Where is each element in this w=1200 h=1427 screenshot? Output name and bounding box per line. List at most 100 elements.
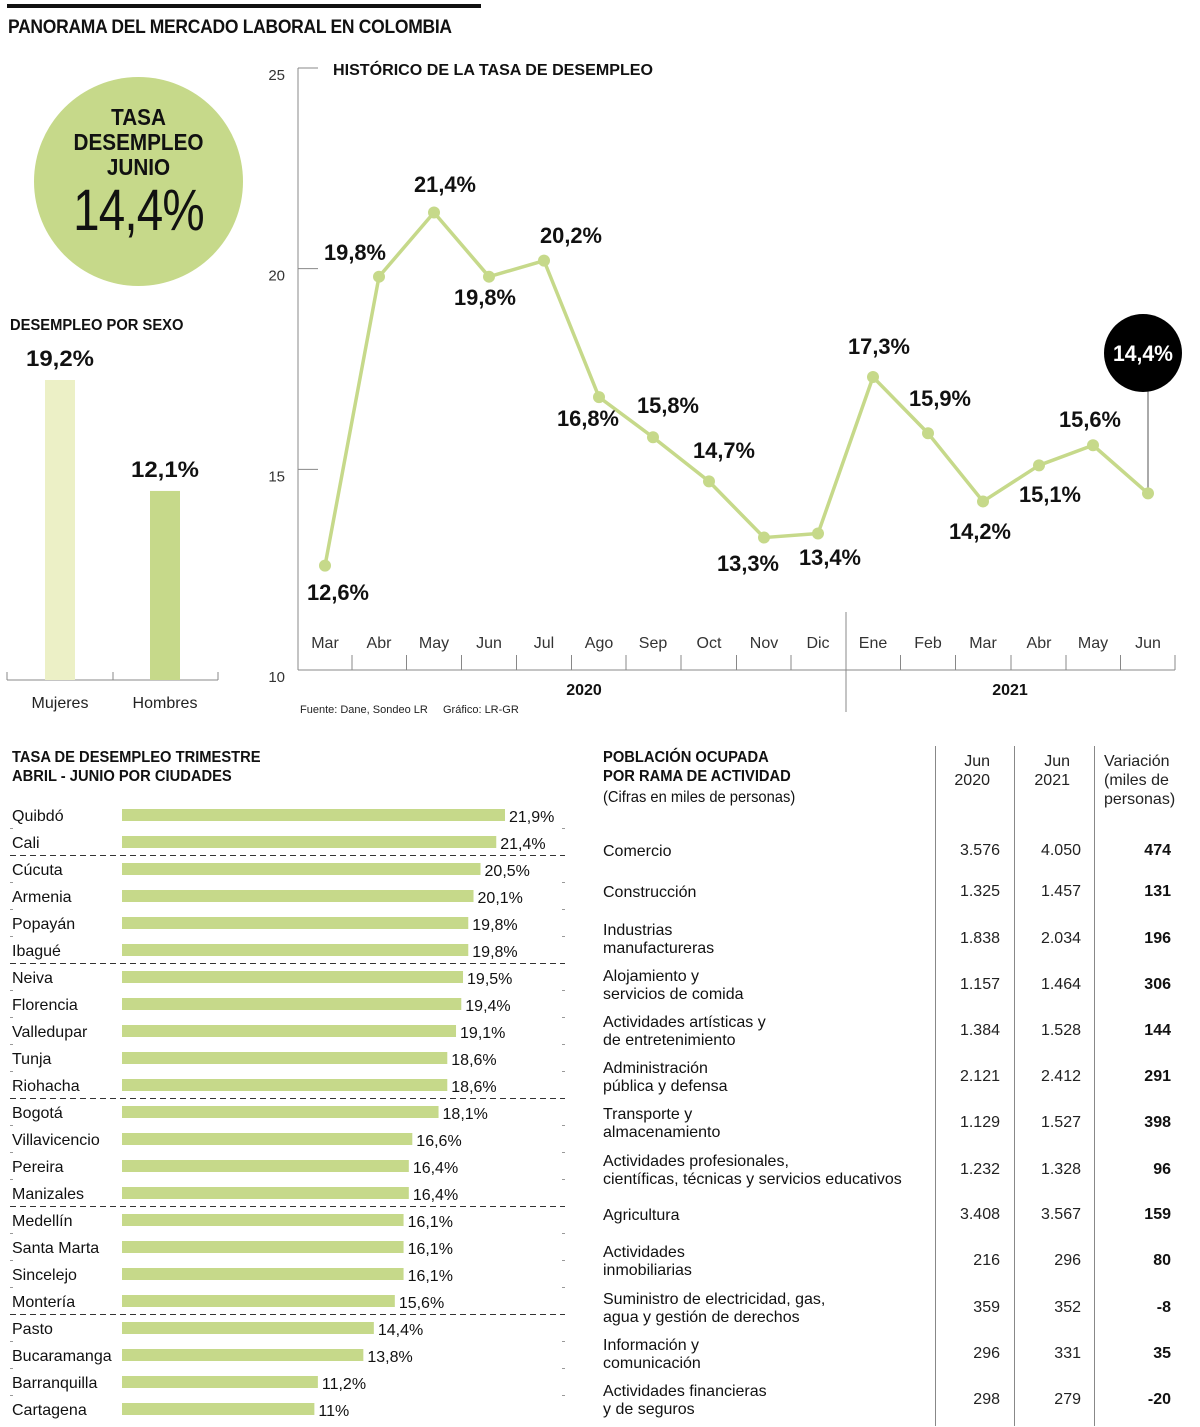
- sex-bar-chart: 19,2% Mujeres 12,1% Hombres: [6, 346, 219, 712]
- table-cell-jun2021: 296: [1054, 1252, 1081, 1269]
- x-tick-label: Jun: [476, 635, 502, 652]
- city-bar: [122, 944, 469, 956]
- y-tick-label: 25: [268, 67, 285, 84]
- x-tick-label: Ene: [859, 635, 888, 652]
- table-row-label: Suministro de electricidad, gas, agua y g…: [603, 1291, 933, 1327]
- page-title: PANORAMA DEL MERCADO LABORAL EN COLOMBIA: [8, 17, 452, 38]
- data-point: [922, 427, 934, 440]
- highlight-label: 14,4%: [1113, 341, 1173, 366]
- city-label: Florencia: [12, 997, 78, 1014]
- table-row-label-line: Comercio: [603, 843, 672, 860]
- city-label: Pasto: [12, 1321, 53, 1338]
- bar: [45, 380, 75, 680]
- data-label: 19,8%: [324, 240, 386, 265]
- city-label: Montería: [12, 1294, 75, 1311]
- column-header-line: Jun: [1044, 753, 1070, 770]
- x-tick-label: May: [1078, 635, 1108, 652]
- city-bar: [122, 1268, 404, 1280]
- y-tick-label: 20: [268, 268, 285, 285]
- x-tick-label: Feb: [914, 635, 942, 652]
- city-label: Bogotá: [12, 1105, 63, 1122]
- table-cell-variation: 131: [1144, 883, 1171, 900]
- city-value-label: 19,5%: [467, 971, 512, 988]
- city-bar: [122, 998, 462, 1010]
- city-value-label: 16,6%: [416, 1133, 461, 1150]
- city-bar: [122, 863, 481, 875]
- year-label: 2021: [992, 682, 1028, 699]
- city-value-label: 15,6%: [399, 1295, 444, 1312]
- x-tick-label: Abr: [367, 635, 393, 652]
- x-tick-label: Jun: [1135, 635, 1161, 652]
- city-label: Cali: [12, 835, 40, 852]
- city-label: Quibdó: [12, 808, 64, 825]
- kpi-label-line: TASA: [111, 104, 166, 130]
- table-row-label: Administración pública y defensa: [603, 1060, 933, 1096]
- city-label: Medellín: [12, 1213, 72, 1230]
- kpi-value: 14,4%: [73, 178, 205, 243]
- table-row-label: Comercio: [603, 843, 933, 861]
- kpi-label: TASA DESEMPLEO JUNIO: [44, 105, 232, 180]
- city-value-label: 18,6%: [451, 1079, 496, 1096]
- city-label: Neiva: [12, 970, 53, 987]
- table-cell-jun2021: 331: [1054, 1345, 1081, 1362]
- city-value-label: 19,8%: [472, 917, 517, 934]
- city-value-label: 11%: [318, 1403, 349, 1420]
- data-point: [428, 206, 440, 219]
- table-cell-variation: 196: [1144, 930, 1171, 947]
- data-point: [1087, 439, 1099, 452]
- column-header-line: personas): [1104, 791, 1176, 808]
- table-row-label: Actividades artísticas y de entretenimien…: [603, 1014, 933, 1050]
- column-header-jun2021: Jun 2021: [990, 752, 1070, 790]
- x-tick-label: Ago: [585, 635, 614, 652]
- column-header-line: 2020: [954, 772, 990, 789]
- city-value-label: 21,4%: [500, 836, 545, 853]
- city-label: Ibagué: [12, 943, 61, 960]
- y-tick-label: 15: [268, 468, 285, 485]
- year-label: 2020: [566, 682, 602, 699]
- city-value-label: 19,1%: [460, 1025, 505, 1042]
- table-cell-jun2021: 2.412: [1040, 1068, 1081, 1085]
- column-header-line: (miles de: [1104, 772, 1169, 789]
- data-label: 15,6%: [1059, 407, 1121, 432]
- city-value-label: 18,6%: [451, 1052, 496, 1069]
- table-row-label-line: de entretenimiento: [603, 1032, 736, 1049]
- x-tick-label: May: [419, 635, 449, 652]
- table-cell-jun2020: 1.157: [959, 976, 1000, 993]
- city-value-label: 16,4%: [413, 1160, 458, 1177]
- table-title: POBLACIÓN OCUPADA POR RAMA DE ACTIVIDAD: [603, 748, 791, 786]
- table-cell-jun2020: 296: [973, 1345, 1000, 1362]
- data-label: 19,8%: [454, 285, 516, 310]
- table-cell-jun2020: 1.838: [959, 930, 1000, 947]
- data-point: [867, 371, 879, 384]
- data-label: 15,8%: [637, 393, 699, 418]
- category-label: Mujeres: [32, 695, 89, 712]
- kpi-label-line: DESEMPLEO: [73, 129, 204, 155]
- table-row-label: Construcción: [603, 884, 933, 902]
- table-title-line: POR RAMA DE ACTIVIDAD: [603, 768, 791, 785]
- city-label: Villavicencio: [12, 1132, 100, 1149]
- city-label: Cúcuta: [12, 862, 63, 879]
- data-point: [1033, 459, 1045, 472]
- city-label: Santa Marta: [12, 1240, 99, 1257]
- data-label: 14,7%: [693, 438, 755, 463]
- city-value-label: 19,8%: [472, 944, 517, 961]
- table-row-label: Actividades profesionales, científicas, t…: [603, 1153, 933, 1189]
- series-line: [323, 210, 1150, 566]
- column-header-line: Jun: [964, 753, 990, 770]
- data-label: 15,1%: [1019, 482, 1081, 507]
- city-bar: [122, 1214, 404, 1226]
- kpi-circle: TASA DESEMPLEO JUNIO 14,4%: [34, 77, 243, 286]
- city-bar: [122, 1295, 395, 1307]
- table-row-label-line: científicas, técnicas y servicios educat…: [603, 1171, 902, 1188]
- data-label: 12,6%: [307, 580, 369, 605]
- bar-value-label: 12,1%: [131, 457, 199, 482]
- city-bar: [122, 1403, 315, 1415]
- data-label: 15,9%: [909, 386, 971, 411]
- table-row-label-line: servicios de comida: [603, 986, 744, 1003]
- table-cell-jun2021: 279: [1054, 1391, 1081, 1408]
- data-point: [593, 391, 605, 404]
- city-title-line: ABRIL - JUNIO POR CIUDADES: [12, 768, 232, 785]
- city-value-label: 20,1%: [478, 890, 523, 907]
- city-value-label: 16,1%: [408, 1214, 453, 1231]
- unemployment-line-chart: HISTÓRICO DE LA TASA DE DESEMPLEO1015202…: [268, 60, 1182, 716]
